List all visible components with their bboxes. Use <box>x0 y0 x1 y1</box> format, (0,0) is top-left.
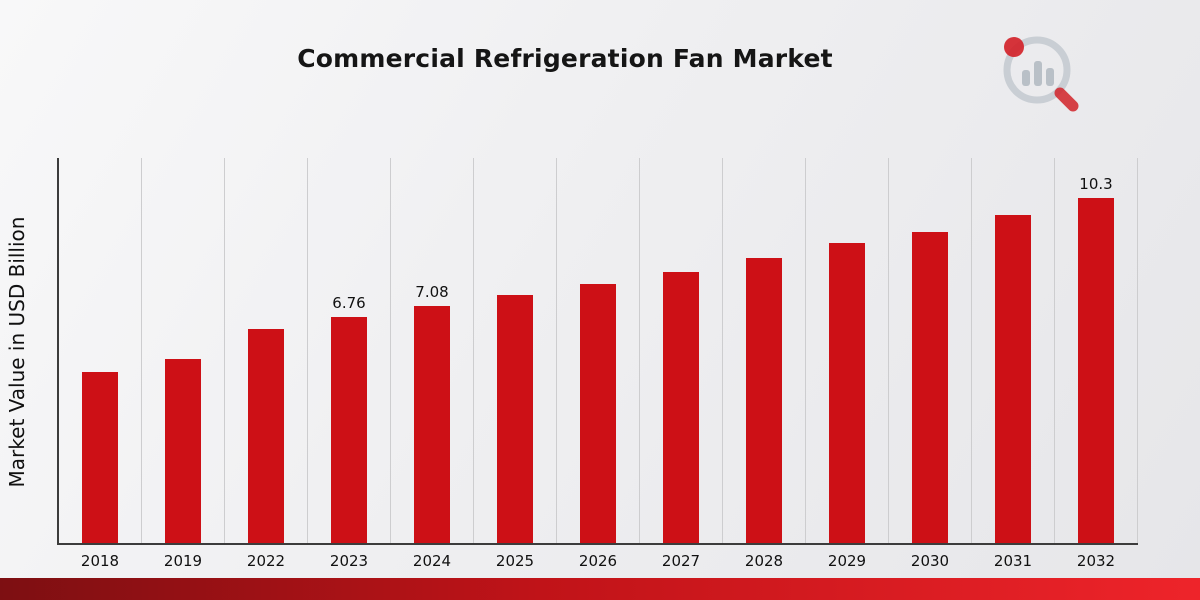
bar-column-2027: 2027 <box>640 158 723 570</box>
x-tick-label-2031: 2031 <box>993 552 1033 570</box>
bar-column-2023: 6.76 2023 <box>308 158 391 570</box>
bar-value-label-2032: 10.3 <box>1079 175 1113 194</box>
bar-2032: 10.3 <box>1078 175 1114 543</box>
bar-2027 <box>663 271 699 543</box>
bar-column-2025: 2025 <box>474 158 557 570</box>
bar-column-2032: 10.3 2032 <box>1055 158 1138 570</box>
bar-column-2031: 2031 <box>972 158 1055 570</box>
bar-2019 <box>165 358 201 543</box>
x-tick-label-2028: 2028 <box>744 552 784 570</box>
x-tick-label-2027: 2027 <box>661 552 701 570</box>
x-tick-label-2018: 2018 <box>80 552 120 570</box>
bar-2024: 7.08 <box>414 283 450 543</box>
x-tick-label-2019: 2019 <box>163 552 203 570</box>
bar-column-2026: 2026 <box>557 158 640 570</box>
y-axis-label: Market Value in USD Billion <box>5 216 29 488</box>
bar-column-2030: 2030 <box>889 158 972 570</box>
plot-area: 2018 2019 2022 6.76 2023 7.08 2024 2025 2026 2027… <box>57 158 1138 570</box>
bar-2029 <box>829 243 865 543</box>
bar-column-2022: 2022 <box>225 158 308 570</box>
footer-accent-band <box>0 578 1200 600</box>
bar-2031 <box>995 214 1031 543</box>
x-tick-label-2022: 2022 <box>246 552 286 570</box>
chart-title: Commercial Refrigeration Fan Market <box>297 44 833 73</box>
bar-chart-magnifier-logo <box>1003 36 1079 112</box>
x-tick-label-2030: 2030 <box>910 552 950 570</box>
bar-2023: 6.76 <box>331 294 367 543</box>
x-tick-label-2023: 2023 <box>329 552 369 570</box>
bar-2025 <box>497 295 533 543</box>
bar-2028 <box>746 258 782 543</box>
bar-2030 <box>912 231 948 543</box>
x-tick-label-2025: 2025 <box>495 552 535 570</box>
x-tick-label-2029: 2029 <box>827 552 867 570</box>
bar-2026 <box>580 283 616 543</box>
x-tick-label-2026: 2026 <box>578 552 618 570</box>
bar-2018 <box>82 372 118 543</box>
bar-value-label-2024: 7.08 <box>415 282 449 301</box>
bar-column-2019: 2019 <box>142 158 225 570</box>
bar-column-2018: 2018 <box>59 158 142 570</box>
x-tick-label-2024: 2024 <box>412 552 452 570</box>
bar-column-2028: 2028 <box>723 158 806 570</box>
bar-value-label-2023: 6.76 <box>332 293 366 312</box>
bar-column-2024: 7.08 2024 <box>391 158 474 570</box>
bar-column-2029: 2029 <box>806 158 889 570</box>
x-tick-label-2032: 2032 <box>1076 552 1116 570</box>
bar-2022 <box>248 328 284 543</box>
